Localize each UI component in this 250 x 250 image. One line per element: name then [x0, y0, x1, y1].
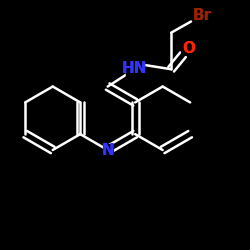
Text: HN: HN — [122, 61, 147, 76]
Text: Br: Br — [192, 8, 212, 23]
Text: O: O — [182, 40, 195, 56]
Text: N: N — [101, 144, 114, 158]
Text: HN: HN — [122, 61, 147, 76]
Text: N: N — [101, 144, 114, 158]
Text: Br: Br — [192, 8, 212, 23]
Text: O: O — [182, 40, 195, 56]
